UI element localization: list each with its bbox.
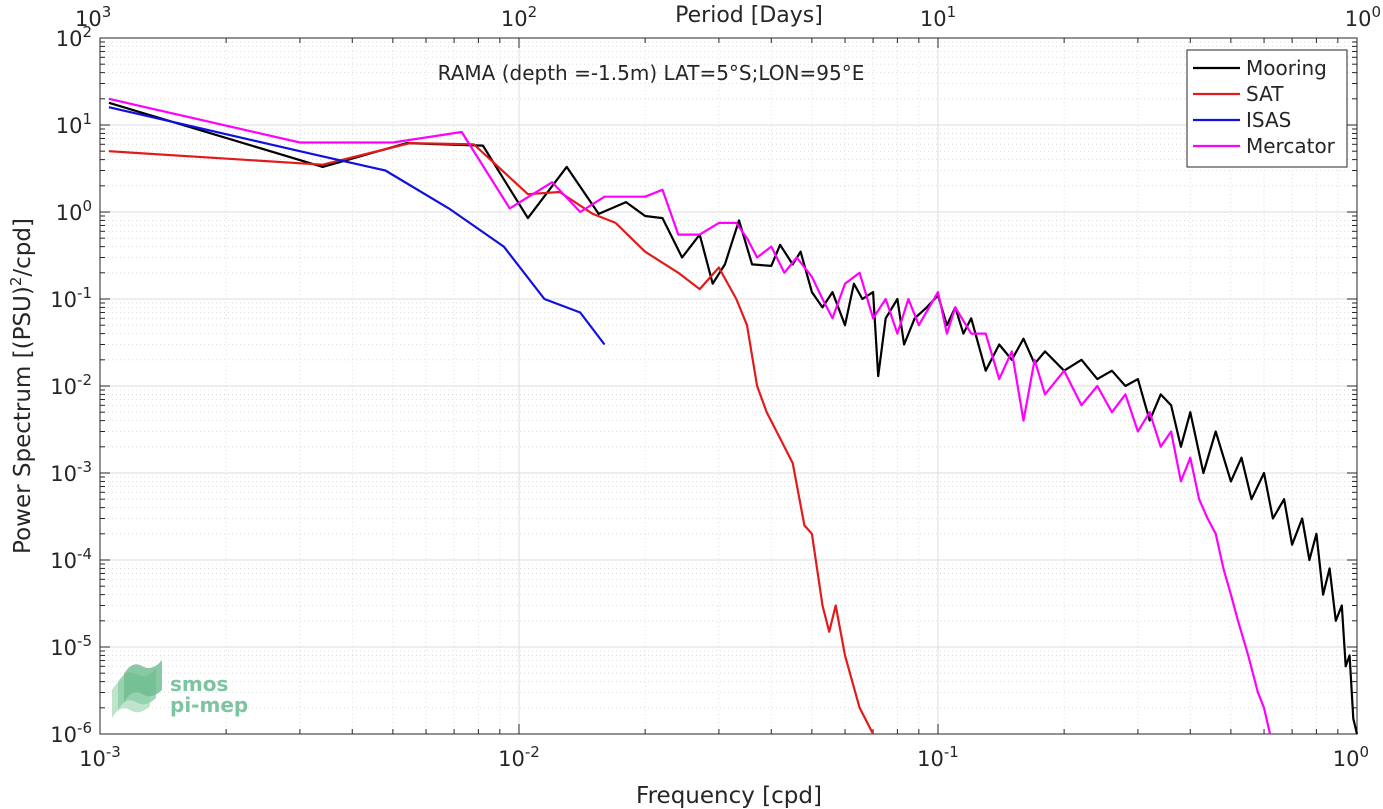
y-axis-label-sup: 2: [7, 277, 25, 287]
y-tick-label: 102: [56, 23, 92, 51]
y-axis-label-tail: /cpd]: [10, 218, 36, 277]
y-tick-label: 10-3: [50, 458, 92, 486]
legend-label-mooring: Mooring: [1246, 56, 1327, 80]
logo-waves-icon: [112, 660, 162, 718]
top-tick-label: 103: [75, 3, 111, 31]
y-tick-label: 101: [56, 110, 92, 138]
series-line-isas: [108, 106, 606, 346]
data-series: [108, 97, 1359, 735]
series-line-mercator: [108, 97, 1272, 735]
y-tick-label: 100: [56, 197, 92, 225]
y-axis-label: Power Spectrum [(PSU)2/cpd]: [7, 218, 36, 554]
top-tick-label: 100: [1345, 3, 1381, 31]
series-line-mooring: [108, 101, 1359, 735]
legend-label-mercator: Mercator: [1246, 134, 1336, 158]
top-tick-label: 102: [501, 3, 537, 31]
legend-label-isas: ISAS: [1246, 108, 1291, 132]
x-tick-label: 10-1: [917, 743, 959, 771]
chart-title: RAMA (depth =-1.5m) LAT=5°S;LON=95°E: [438, 61, 865, 85]
y-axis-label-base: Power Spectrum [(PSU): [10, 286, 36, 554]
x-tick-label: 10-2: [498, 743, 540, 771]
y-tick-label: 10-6: [50, 719, 92, 747]
legend-label-sat: SAT: [1246, 82, 1284, 106]
x-axis-label: Frequency [cpd]: [636, 783, 822, 809]
grid-lines: [99, 37, 1358, 735]
y-tick-label: 10-1: [50, 284, 92, 312]
x-tick-label: 10-3: [79, 743, 121, 771]
series-line-sat: [108, 142, 875, 735]
logo-line-2: pi-mep: [170, 693, 248, 717]
y-tick-label: 10-5: [50, 632, 92, 660]
smos-pi-mep-logo: smos pi-mep: [112, 660, 248, 718]
legend-box: [1186, 49, 1348, 168]
x-tick-label: 100: [1333, 743, 1369, 771]
y-tick-label: 10-2: [50, 371, 92, 399]
y-tick-label: 10-4: [50, 545, 92, 573]
top-axis-label: Period [Days]: [675, 3, 823, 28]
logo-line-1: smos: [170, 672, 228, 696]
top-tick-label: 101: [920, 3, 956, 31]
